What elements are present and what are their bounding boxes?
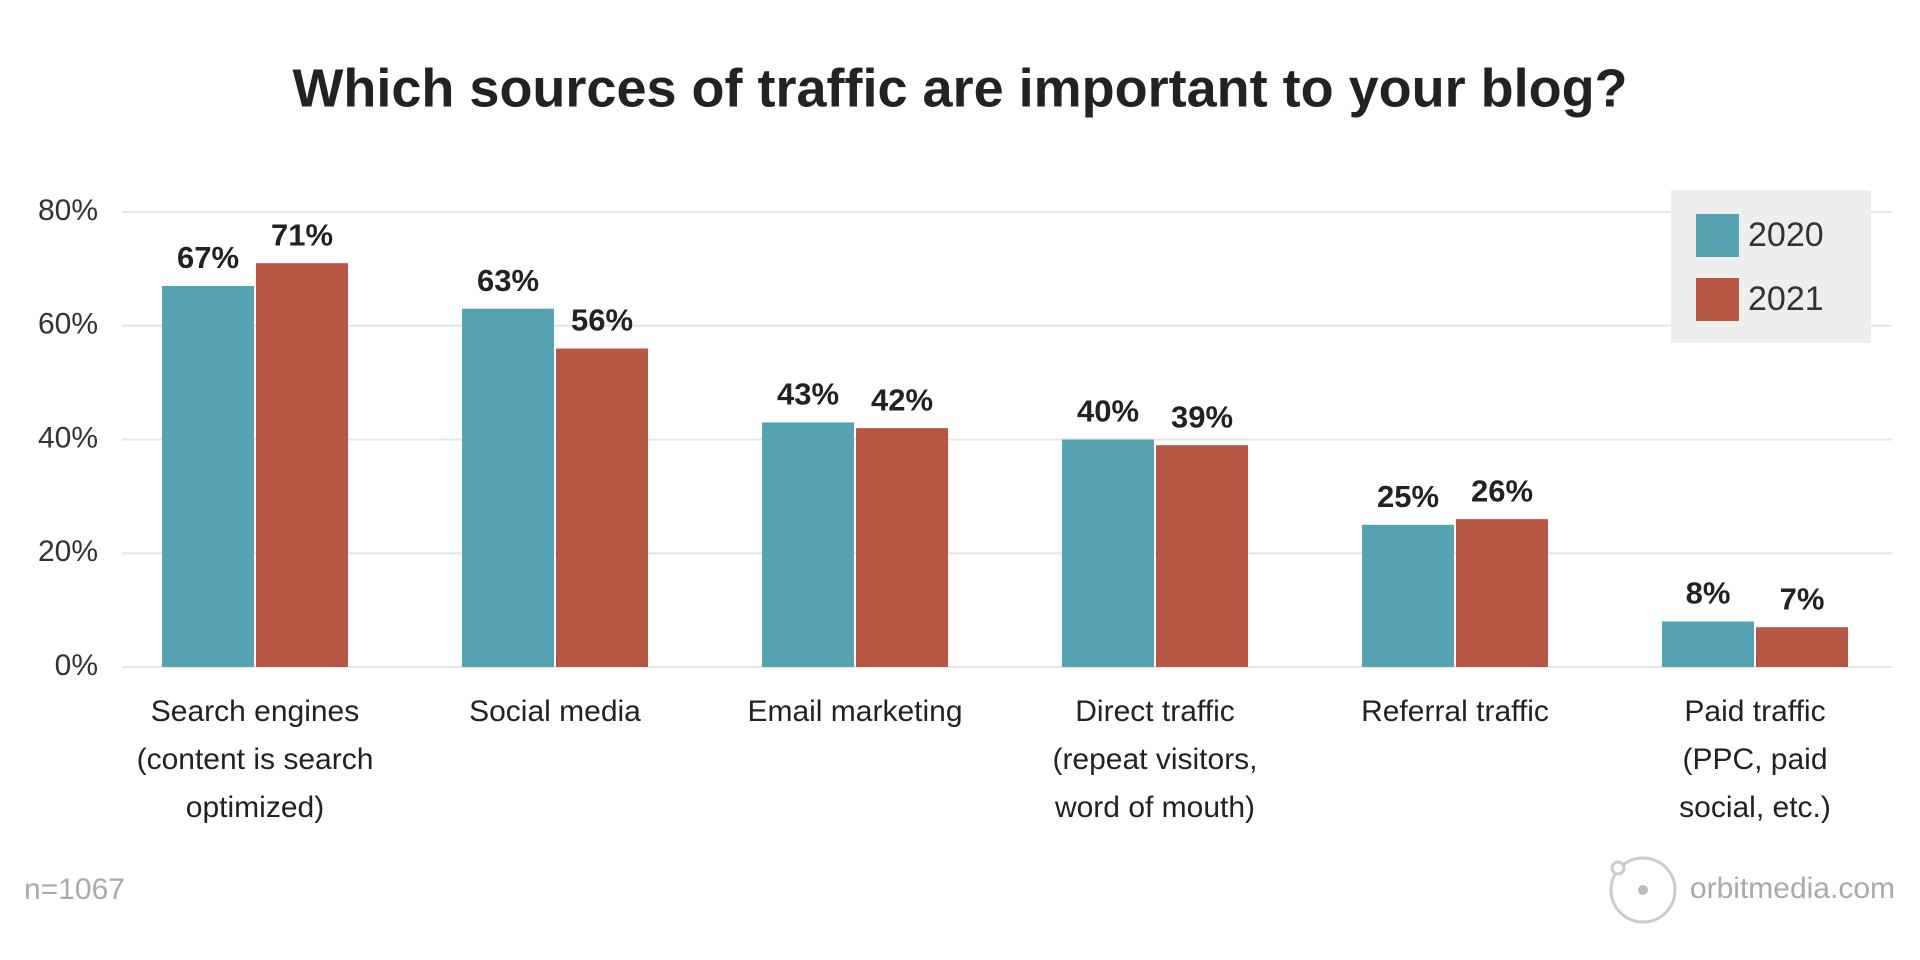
value-label: 71% bbox=[271, 217, 333, 252]
value-label: 43% bbox=[777, 377, 839, 412]
x-tick-label: Referral traffic bbox=[1361, 695, 1549, 728]
bar bbox=[162, 285, 254, 667]
value-label: 39% bbox=[1171, 399, 1233, 434]
value-label: 63% bbox=[477, 263, 539, 298]
source: orbitmedia.com bbox=[1690, 872, 1895, 905]
logo bbox=[1609, 856, 1677, 924]
footnote: n=1067 bbox=[24, 873, 125, 906]
logo-dot bbox=[1638, 885, 1648, 895]
value-label: 56% bbox=[571, 303, 633, 338]
y-tick-label: 40% bbox=[38, 421, 98, 454]
value-label: 8% bbox=[1686, 576, 1731, 611]
bar bbox=[256, 263, 348, 667]
x-tick-label: optimized) bbox=[186, 791, 324, 824]
value-label: 7% bbox=[1780, 581, 1825, 616]
bar bbox=[1062, 439, 1154, 667]
chart-title: Which sources of traffic are important t… bbox=[292, 58, 1627, 118]
x-tick-label: Direct traffic bbox=[1075, 695, 1234, 728]
value-label: 40% bbox=[1077, 394, 1139, 429]
bar bbox=[556, 348, 648, 667]
bar bbox=[1156, 445, 1248, 667]
y-tick-label: 0% bbox=[55, 649, 98, 682]
x-tick-label: Paid traffic bbox=[1684, 695, 1825, 728]
bar bbox=[762, 422, 854, 667]
logo-ring bbox=[1609, 856, 1677, 924]
x-tick-label: (repeat visitors, bbox=[1052, 743, 1257, 776]
x-tick-label: (content is search bbox=[137, 743, 374, 776]
bar bbox=[1756, 627, 1848, 667]
x-tick-label: (PPC, paid bbox=[1682, 743, 1827, 776]
value-label: 67% bbox=[177, 240, 239, 275]
value-label: 26% bbox=[1471, 473, 1533, 508]
bar bbox=[1662, 621, 1754, 667]
legend-label: 2021 bbox=[1748, 280, 1824, 318]
bar bbox=[1362, 524, 1454, 667]
x-tick-label: Email marketing bbox=[747, 695, 962, 728]
x-tick-label: Search engines bbox=[151, 695, 359, 728]
legend-label: 2020 bbox=[1748, 216, 1824, 254]
value-label: 42% bbox=[871, 382, 933, 417]
legend-swatch bbox=[1696, 278, 1739, 321]
value-label: 25% bbox=[1377, 479, 1439, 514]
logo-orbit bbox=[1610, 860, 1626, 876]
bar bbox=[462, 308, 554, 667]
x-tick-label: word of mouth) bbox=[1054, 791, 1255, 824]
y-tick-label: 80% bbox=[38, 194, 98, 227]
bar bbox=[1456, 519, 1548, 667]
bar bbox=[856, 428, 948, 667]
x-tick-label: social, etc.) bbox=[1679, 791, 1831, 824]
legend-swatch bbox=[1696, 214, 1739, 257]
x-tick-label: Social media bbox=[469, 695, 641, 728]
y-tick-label: 60% bbox=[38, 308, 98, 341]
y-tick-label: 20% bbox=[38, 535, 98, 568]
